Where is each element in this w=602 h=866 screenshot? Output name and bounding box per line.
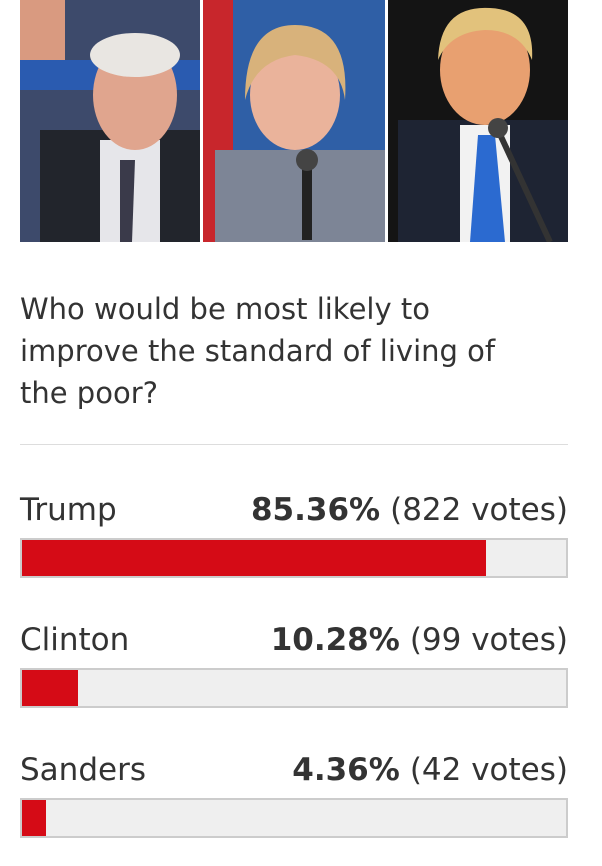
option-percent: 85.36% — [250, 492, 381, 528]
bar-track — [20, 668, 568, 708]
option-votes: (822 votes) — [390, 492, 568, 528]
candidate-photos — [20, 0, 568, 242]
option-stats: 85.36% (822 votes) — [251, 490, 568, 530]
question: Who would be most likely to improve the … — [20, 292, 496, 410]
bar-fill — [22, 800, 46, 836]
option-name: Sanders — [20, 752, 146, 788]
poll-option: Sanders 4.36% (42 votes) — [20, 750, 568, 850]
bar-fill — [22, 540, 487, 576]
option-stats: 10.28% (99 votes) — [271, 620, 568, 660]
option-stats: 4.36% (42 votes) — [292, 750, 568, 790]
option-name: Clinton — [20, 622, 130, 658]
bar-track — [20, 538, 568, 578]
option-votes: (42 votes) — [409, 752, 568, 788]
option-votes: (99 votes) — [409, 622, 568, 658]
bar-fill — [22, 670, 78, 706]
option-percent: 4.36% — [292, 752, 400, 788]
poll-option: Clinton 10.28% (99 votes) — [20, 620, 568, 720]
option-percent: 10.28% — [270, 622, 400, 658]
bar-track — [20, 798, 568, 838]
poll-option: Trump 85.36% (822 votes) — [20, 490, 568, 590]
option-name: Trump — [20, 492, 117, 528]
separator — [20, 444, 568, 445]
